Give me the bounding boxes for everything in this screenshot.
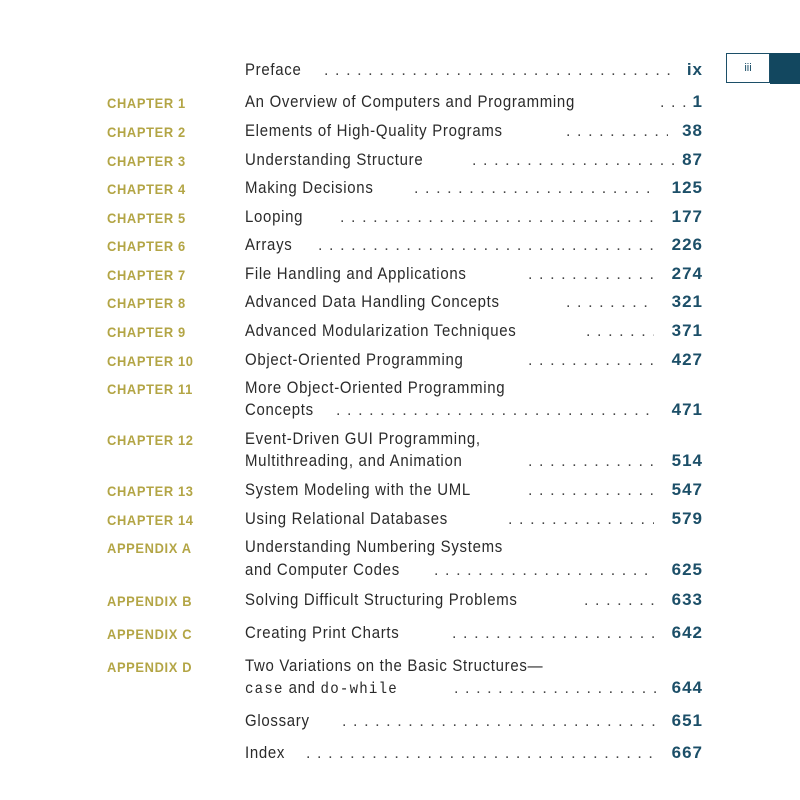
- toc-title-chapter-10: Object-Oriented Programming: [245, 350, 464, 369]
- leader-dots: .......................................: [434, 562, 654, 579]
- toc-label-chapter-2: CHAPTER 2: [107, 124, 186, 140]
- leader-dots: ...................................: [472, 152, 674, 169]
- toc-page-chapter-4: 125: [671, 178, 703, 197]
- toc-page-appendix-d: 644: [671, 678, 703, 697]
- leader-dots: ...............: [566, 294, 654, 311]
- leader-dots: ......................: [528, 352, 654, 369]
- toc-label-appendix-c: APPENDIX C: [107, 626, 193, 642]
- toc-title-appendix-d-line-1: Two Variations on the Basic Structures—: [245, 656, 544, 675]
- leader-dots: ....................................: [454, 680, 660, 697]
- toc-page-chapter-1: 1: [692, 92, 703, 111]
- page-edge-marker: [770, 53, 800, 84]
- toc-title-chapter-12-line-2: Multithreading, and Animation: [245, 451, 463, 470]
- toc-page-glossary: 651: [671, 711, 703, 730]
- leader-dots: ........................................…: [324, 62, 678, 79]
- toc-title-chapter-4: Making Decisions: [245, 178, 374, 197]
- toc-label-chapter-7: CHAPTER 7: [107, 267, 186, 283]
- toc-label-appendix-d: APPENDIX D: [107, 659, 193, 675]
- title-connector: and: [283, 678, 321, 697]
- leader-dots: ..................: [566, 123, 668, 140]
- toc-title-preface: Preface: [245, 60, 302, 79]
- toc-title-chapter-11-line-2: Concepts: [245, 400, 314, 419]
- leader-dots: ........................................…: [342, 713, 660, 730]
- toc-label-chapter-5: CHAPTER 5: [107, 210, 186, 226]
- toc-title-chapter-8: Advanced Data Handling Concepts: [245, 292, 500, 311]
- toc-title-appendix-b: Solving Difficult Structuring Problems: [245, 590, 518, 609]
- toc-label-chapter-14: CHAPTER 14: [107, 512, 194, 528]
- toc-page-chapter-6: 226: [671, 235, 703, 254]
- toc-title-chapter-12-line-1: Event-Driven GUI Programming,: [245, 429, 481, 448]
- toc-label-chapter-3: CHAPTER 3: [107, 153, 186, 169]
- leader-dots: ......................: [528, 266, 654, 283]
- toc-title-chapter-6: Arrays: [245, 235, 293, 254]
- toc-page-chapter-10: 427: [671, 350, 703, 369]
- page-number-tab: iii: [726, 53, 770, 83]
- toc-page-chapter-14: 579: [671, 509, 703, 528]
- toc-page-chapter-8: 321: [671, 292, 703, 311]
- toc-page-chapter-3: 87: [682, 150, 703, 169]
- toc-page-chapter-11: 471: [671, 400, 703, 419]
- leader-dots: ......: [660, 94, 686, 111]
- toc-page-chapter-7: 274: [671, 264, 703, 283]
- toc-page-index: 667: [671, 743, 703, 762]
- toc-label-chapter-1: CHAPTER 1: [107, 95, 186, 111]
- toc-label-chapter-9: CHAPTER 9: [107, 324, 186, 340]
- toc-label-chapter-10: CHAPTER 10: [107, 353, 194, 369]
- toc-title-appendix-c: Creating Print Charts: [245, 623, 400, 642]
- toc-title-chapter-5: Looping: [245, 207, 304, 226]
- toc-label-chapter-11: CHAPTER 11: [107, 381, 193, 397]
- code-case: case: [245, 680, 284, 698]
- toc-page-chapter-2: 38: [682, 121, 703, 140]
- toc-page-chapter-13: 547: [671, 480, 703, 499]
- toc-title-appendix-a-line-1: Understanding Numbering Systems: [245, 537, 503, 556]
- toc-page-appendix-c: 642: [671, 623, 703, 642]
- toc-page-appendix-b: 633: [671, 590, 703, 609]
- toc-title-appendix-a-line-2: and Computer Codes: [245, 560, 400, 579]
- leader-dots: ........................................…: [306, 745, 660, 762]
- leader-dots: ............: [584, 592, 654, 609]
- leader-dots: ........................................…: [336, 402, 654, 419]
- code-do-while: do-while: [320, 680, 398, 698]
- leader-dots: ............: [586, 323, 654, 340]
- toc-title-chapter-9: Advanced Modularization Techniques: [245, 321, 517, 340]
- toc-title-chapter-11-line-1: More Object-Oriented Programming: [245, 378, 506, 397]
- toc-label-chapter-6: CHAPTER 6: [107, 238, 186, 254]
- toc-title-appendix-d-line-2: case and do-while: [245, 678, 398, 698]
- toc-label-chapter-12: CHAPTER 12: [107, 432, 194, 448]
- toc-page-chapter-12: 514: [671, 451, 703, 470]
- leader-dots: ....................................: [452, 625, 654, 642]
- toc-title-chapter-2: Elements of High-Quality Programs: [245, 121, 503, 140]
- leader-dots: ........................................…: [414, 180, 654, 197]
- toc-label-chapter-4: CHAPTER 4: [107, 181, 186, 197]
- toc-page-chapter-9: 371: [671, 321, 703, 340]
- leader-dots: ..........................: [508, 511, 654, 528]
- toc-page-appendix-a: 625: [671, 560, 703, 579]
- toc-title-glossary: Glossary: [245, 711, 310, 730]
- toc-title-index: Index: [245, 743, 286, 762]
- toc-title-chapter-14: Using Relational Databases: [245, 509, 448, 528]
- toc-page-preface: ix: [686, 60, 703, 79]
- toc-title-chapter-13: System Modeling with the UML: [245, 480, 471, 499]
- toc-page-chapter-5: 177: [671, 207, 703, 226]
- toc-label-appendix-a: APPENDIX A: [107, 540, 192, 556]
- leader-dots: ........................................…: [318, 237, 654, 254]
- toc-title-chapter-7: File Handling and Applications: [245, 264, 467, 283]
- leader-dots: ......................: [528, 482, 654, 499]
- toc-label-chapter-8: CHAPTER 8: [107, 295, 186, 311]
- toc-label-chapter-13: CHAPTER 13: [107, 483, 194, 499]
- leader-dots: ........................................…: [340, 209, 654, 226]
- toc-title-chapter-1: An Overview of Computers and Programming: [245, 92, 575, 111]
- toc-label-appendix-b: APPENDIX B: [107, 593, 193, 609]
- leader-dots: ......................: [528, 453, 654, 470]
- toc-title-chapter-3: Understanding Structure: [245, 150, 424, 169]
